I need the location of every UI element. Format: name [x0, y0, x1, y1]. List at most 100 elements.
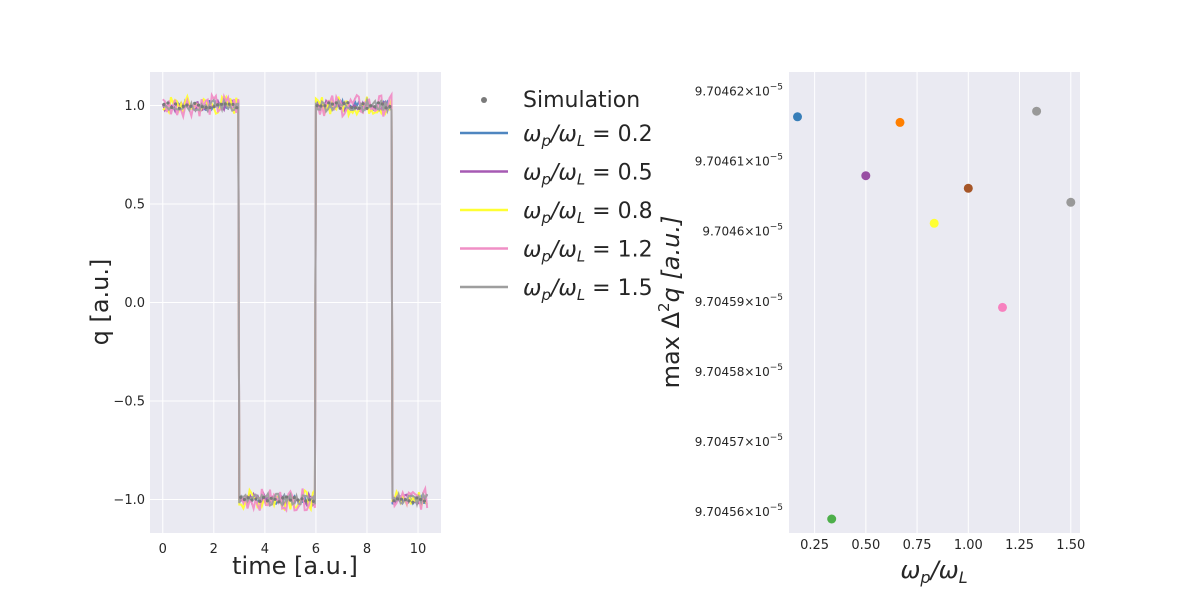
right-grid	[814, 72, 1072, 533]
left-x-tick-label: 8	[363, 542, 371, 557]
simulation-point	[369, 104, 373, 108]
scatter-point	[793, 112, 802, 122]
xlabel-slash-omega: /ω	[929, 556, 959, 584]
simulation-point	[407, 499, 411, 503]
simulation-point	[170, 105, 174, 109]
left-x-tick-label: 4	[261, 542, 269, 557]
simulation-point	[177, 106, 181, 110]
xlabel-omega-p: ω	[900, 556, 920, 584]
simulation-point	[311, 499, 315, 503]
legend-simulation-label: Simulation	[523, 88, 640, 113]
right-y-tick-label: 9.70458×10−5	[695, 363, 783, 379]
legend-entry-label: ωp/ωL = 0.2	[523, 122, 653, 150]
simulation-point	[254, 497, 258, 501]
simulation-point	[319, 104, 323, 108]
simulation-point	[242, 497, 246, 502]
simulation-point	[208, 106, 212, 110]
simulation-point	[196, 103, 201, 107]
scatter-point	[861, 171, 871, 181]
simulation-point	[357, 106, 361, 110]
right-x-tick-label: 1.50	[1056, 538, 1085, 553]
simulation-point	[334, 101, 338, 105]
right-y-tick-label: 9.70457×10−5	[695, 433, 783, 449]
simulation-point	[388, 105, 392, 109]
simulation-point	[200, 105, 204, 109]
legend: Simulation ωp/ωL = 0.2 ωp/ωL = 0.5 ωp/ωL =…	[460, 88, 653, 304]
simulation-point	[285, 495, 289, 499]
simulation-point	[403, 498, 407, 502]
left-x-tick-label: 10	[410, 542, 427, 557]
right-y-tick-label: 9.70456×10−5	[695, 503, 783, 519]
left-x-tick-label: 6	[312, 542, 320, 557]
right-x-tick-label: 1.25	[1005, 538, 1034, 553]
time-series-chart: 0 2 4 6 8 10 1.0 0.5 0.0 −0.5 −1.0 time [a.u.] q …	[86, 72, 441, 580]
simulation-point	[323, 104, 327, 108]
simulation-point	[181, 104, 185, 108]
simulation-point	[419, 497, 423, 502]
simulation-point	[212, 105, 216, 109]
simulation-point	[185, 103, 189, 107]
scatter-point	[895, 117, 905, 127]
simulation-point	[189, 104, 193, 108]
scatter-point	[1032, 106, 1042, 116]
simulation-point	[288, 498, 292, 502]
simulation-point	[269, 496, 273, 500]
right-x-tick-labels: 0.25 0.50 0.75 1.00 1.25 1.50	[800, 538, 1085, 553]
simulation-point	[365, 106, 369, 110]
simulation-point	[353, 106, 358, 110]
left-y-tick-labels: 1.0 0.5 0.0 −0.5 −1.0	[113, 99, 145, 508]
right-y-tick-label: 9.70462×10−5	[695, 83, 783, 99]
simulation-point	[166, 101, 170, 105]
simulation-point	[235, 106, 239, 110]
simulation-point	[173, 102, 178, 106]
simulation-point	[273, 497, 277, 501]
simulation-point	[350, 105, 354, 109]
simulation-point	[223, 102, 227, 106]
legend-entry-label: ωp/ωL = 1.5	[523, 276, 653, 304]
right-x-tick-label: 0.75	[903, 538, 932, 553]
right-x-tick-label: 0.50	[851, 538, 880, 553]
right-plot-area	[789, 72, 1080, 533]
simulation-point	[219, 102, 224, 106]
right-y-tick-labels: 9.70462×10−5 9.70461×10−5 9.7046×10−5 9.704…	[695, 83, 783, 519]
simulation-point	[422, 499, 426, 503]
simulation-point	[227, 102, 231, 106]
ylabel-sup-2: 2	[655, 302, 673, 312]
simulation-point	[338, 106, 342, 110]
simulation-point	[392, 499, 396, 503]
ylabel-max-delta: max Δ	[657, 311, 685, 388]
right-x-axis-label: ωp/ωL	[900, 556, 967, 587]
simulation-point	[162, 102, 166, 106]
right-y-tick-label: 9.70459×10−5	[695, 293, 783, 309]
left-x-tick-labels: 0 2 4 6 8 10	[159, 542, 427, 557]
simulation-point	[342, 101, 346, 106]
simulation-point	[415, 496, 419, 500]
right-y-axis-label: max Δ2q [a.u.]	[655, 216, 685, 389]
simulation-point	[193, 101, 197, 105]
simulation-point	[292, 496, 296, 500]
left-x-tick-label: 0	[159, 542, 167, 557]
legend-entry-label: ωp/ωL = 0.5	[523, 161, 653, 189]
simulation-point	[231, 102, 235, 106]
ylabel-q: q [a.u.]	[657, 216, 685, 303]
left-y-tick-label: −0.5	[113, 395, 145, 410]
simulation-point	[300, 497, 304, 501]
scatter-point	[929, 218, 939, 228]
simulation-point	[304, 499, 308, 503]
right-y-tick-label: 9.70461×10−5	[695, 153, 783, 169]
simulation-point	[380, 102, 384, 106]
simulation-point	[399, 497, 403, 501]
simulation-point	[277, 500, 281, 504]
simulation-point	[239, 495, 243, 499]
simulation-point	[330, 102, 335, 106]
simulation-point	[361, 102, 365, 106]
scatter-point	[827, 514, 837, 524]
simulation-point	[373, 105, 377, 109]
simulation-point	[250, 498, 254, 502]
scatter-chart: 0.25 0.50 0.75 1.00 1.25 1.50 9.70462×10−59.7…	[655, 72, 1085, 587]
right-y-tick-label: 9.7046×10−5	[702, 223, 783, 239]
scatter-point	[1066, 197, 1076, 207]
left-y-tick-label: −1.0	[113, 493, 145, 508]
simulation-point	[396, 497, 400, 501]
